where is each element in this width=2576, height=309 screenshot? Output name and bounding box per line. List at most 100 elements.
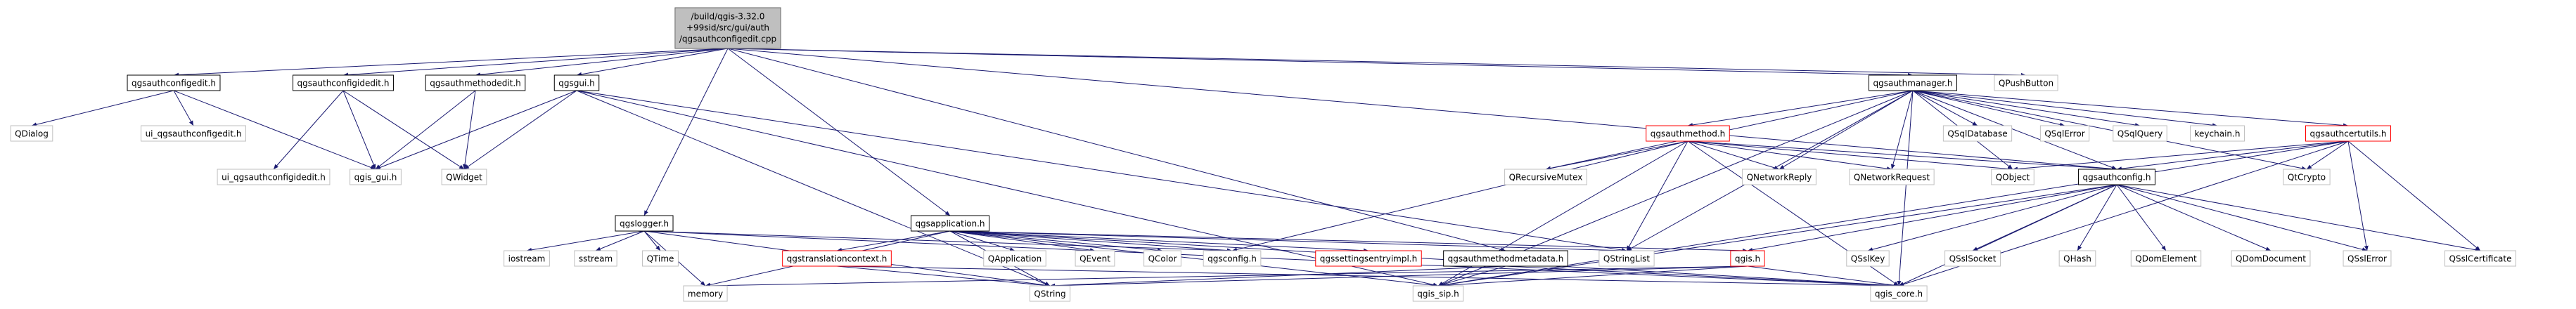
node-label: QtCrypto [2288,173,2326,183]
node-box [10,125,53,142]
node: qgsauthconfigidedit.h [293,74,394,91]
node-box [1412,285,1464,302]
node-label: QString [1034,289,1065,299]
edge [949,230,1233,253]
edge [1779,90,1914,170]
node-box [983,250,1046,267]
edge [1049,265,1748,288]
edge [342,48,729,77]
edges [31,48,2481,288]
node-box [2283,169,2331,185]
node-box [553,74,600,91]
node-box [2113,125,2167,142]
node-label: qgsauthcertutils.h [2309,129,2386,139]
edge [727,48,2117,171]
edge [2116,184,2167,251]
node-label: qgsapplication.h [915,219,985,229]
node: memory [683,285,728,302]
node: QSslSocket [1944,250,2001,267]
node-box [141,125,246,142]
node: QDomDocument [2231,250,2311,267]
node: QApplication [983,250,1046,267]
node: QNetworkRequest [1849,169,1935,185]
edge [727,48,2027,77]
node: QEvent [1075,250,1115,267]
edge [273,90,344,170]
edge [2116,184,2481,252]
node: QTime [642,250,679,267]
node-label: /qgsauthconfigedit.cpp [679,34,776,44]
edge [526,230,645,252]
node: qgsauthmethodmetadata.h [1443,250,1568,267]
node: qgsauthmethodedit.h [425,74,526,91]
node: QObject [1991,169,2034,185]
node-label: ui_qgsauthconfigedit.h [146,129,242,139]
node-box [1849,169,1935,185]
node: QtCrypto [2283,169,2331,185]
edge [1912,90,2065,127]
edge [576,90,1627,252]
node-label: QApplication [988,254,1042,264]
node: qgstranslationcontext.h [782,250,892,267]
node-box [2039,125,2090,142]
edge [643,230,1899,288]
edge [727,48,951,216]
node: QRecursiveMutex [1504,169,1587,185]
edge [949,230,1748,253]
node-box [1646,125,1730,142]
node: QSslKey [1846,250,1890,267]
edge [1687,140,2013,171]
node-label: qgstranslationcontext.h [787,254,887,264]
edge [1912,90,2349,128]
node-box [1598,250,1655,267]
node-label: QHash [2063,254,2091,264]
edge [836,265,1051,288]
node-label: QDomDocument [2236,254,2306,264]
edge [2012,140,2349,171]
node: qgsgui.h [553,74,600,91]
node: QSslError [2343,250,2392,267]
node-box [683,285,728,302]
node-box [1994,74,2058,91]
edge [576,90,1051,287]
edge [2347,140,2481,251]
edge [1687,140,2117,171]
edge [576,90,1439,287]
node-box [127,74,221,91]
node-label: qgsauthmanager.h [1873,79,1952,88]
edge [1626,140,1689,251]
node: ui_qgsauthconfigidedit.h [217,169,331,185]
node: ui_qgsauthconfigedit.h [141,125,246,142]
node: QNetworkReply [1742,169,1816,185]
node: QSslCertificate [2444,250,2516,267]
edge [1437,265,1506,287]
edge [2116,184,2368,252]
node-box [1742,169,1816,185]
node-label: qgslogger.h [620,219,669,229]
edge [1747,265,1899,288]
node-label: qgis_gui.h [354,173,397,183]
edge [463,90,577,170]
edge [576,48,729,77]
node-box [574,250,617,267]
edge [1898,184,2117,287]
node-label: qgsconfig.h [1207,254,1257,264]
node: QString [1029,285,1071,302]
edge [1912,90,2307,171]
node: qgsauthconfig.h [2078,169,2155,185]
edge [727,48,1506,252]
node-box [1029,285,1071,302]
node-box [425,74,526,91]
node: qgsauthcertutils.h [2305,125,2392,142]
edge [31,90,174,127]
node: QWidget [441,169,487,185]
node-label: QDomElement [2135,254,2197,264]
node-label: QSslKey [1851,254,1885,264]
edge [173,90,194,126]
edge [643,230,661,251]
edge [342,90,465,170]
node-label: qgsauthconfig.h [2083,173,2151,183]
edge [2116,140,2349,171]
node: keychain.h [2190,125,2245,142]
edge [643,230,1233,253]
